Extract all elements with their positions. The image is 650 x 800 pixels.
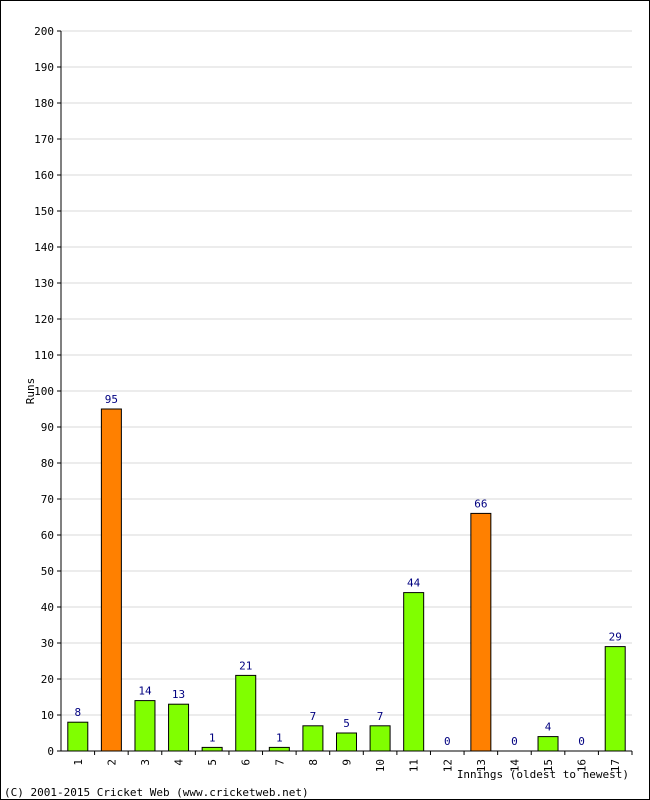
bar-value-label: 13 xyxy=(172,688,185,701)
bar xyxy=(134,700,156,752)
bar-value-label: 0 xyxy=(578,735,585,748)
grid-lines xyxy=(61,30,632,716)
bar-value-label: 1 xyxy=(209,731,216,744)
x-tick-label: 7 xyxy=(273,759,286,766)
y-tick-label: 170 xyxy=(34,133,54,146)
x-tick-label: 2 xyxy=(105,759,118,766)
bar xyxy=(235,674,257,752)
y-tick-label: 100 xyxy=(34,385,54,398)
x-tick-label: 14 xyxy=(508,759,521,773)
bar-value-label: 7 xyxy=(377,710,384,723)
x-tick-labels: 1 2 3 4 5 6 7 8 9 10 11 12 13 14 15 16 17 xyxy=(72,759,622,773)
x-tick-label: 12 xyxy=(441,759,454,772)
data-labels: 8 95 14 13 1 21 1 7 5 7 44 0 66 0 4 0 29 xyxy=(74,393,621,748)
y-tick-label: 90 xyxy=(41,421,54,434)
bar xyxy=(336,732,357,752)
x-tick-label: 11 xyxy=(408,759,421,772)
y-tick-label: 40 xyxy=(41,601,54,614)
bar-value-label: 5 xyxy=(343,717,350,730)
bar xyxy=(168,703,190,752)
bars xyxy=(67,408,626,752)
bar xyxy=(302,725,324,752)
bar-value-label: 8 xyxy=(74,706,81,719)
x-tick-label: 5 xyxy=(206,759,219,766)
x-tick-label: 8 xyxy=(307,759,320,766)
y-tick-label: 190 xyxy=(34,61,54,74)
copyright-footer: (C) 2001-2015 Cricket Web (www.cricketwe… xyxy=(4,786,309,799)
bar-value-label: 1 xyxy=(276,731,283,744)
y-axis-title: Runs xyxy=(24,378,37,405)
y-tick-label: 110 xyxy=(34,349,54,362)
y-tick-label: 60 xyxy=(41,529,54,542)
x-tick-label: 10 xyxy=(374,759,387,772)
bar xyxy=(268,746,290,752)
bar-value-label: 66 xyxy=(474,497,487,510)
x-tick-label: 13 xyxy=(475,759,488,772)
bar-value-label: 0 xyxy=(511,735,518,748)
x-tick-label: 1 xyxy=(72,759,85,766)
y-tick-label: 10 xyxy=(41,709,54,722)
bar xyxy=(100,408,122,752)
bar-value-label: 14 xyxy=(138,685,152,698)
x-tick-label: 9 xyxy=(341,759,354,766)
bar-value-label: 4 xyxy=(545,721,552,734)
bar xyxy=(67,721,89,752)
y-tick-label: 200 xyxy=(34,25,54,38)
y-tick-label: 130 xyxy=(34,277,54,290)
bar-value-label: 29 xyxy=(609,631,622,644)
bar-value-label: 95 xyxy=(105,393,118,406)
y-tick-label: 120 xyxy=(34,313,54,326)
y-tick-label: 150 xyxy=(34,205,54,218)
x-tick-label: 17 xyxy=(609,759,622,772)
x-tick-label: 6 xyxy=(240,759,253,766)
x-axis-title: Innings (oldest to newest) xyxy=(457,768,629,781)
axes xyxy=(57,30,633,755)
y-tick-labels: 0 10 20 30 40 50 60 70 80 90 100 110 120 130 140 150 160… xyxy=(34,25,54,758)
bar xyxy=(537,736,559,752)
x-tick-label: 3 xyxy=(139,759,152,766)
bar xyxy=(470,512,492,752)
bar-value-label: 44 xyxy=(407,577,421,590)
y-tick-label: 20 xyxy=(41,673,54,686)
y-tick-label: 80 xyxy=(41,457,54,470)
y-tick-label: 50 xyxy=(41,565,54,578)
y-tick-label: 70 xyxy=(41,493,54,506)
bar-value-label: 7 xyxy=(310,710,317,723)
y-tick-label: 0 xyxy=(47,745,54,758)
bar xyxy=(403,592,425,752)
y-tick-label: 140 xyxy=(34,241,54,254)
y-tick-label: 30 xyxy=(41,637,54,650)
bar xyxy=(604,646,626,752)
y-tick-label: 160 xyxy=(34,169,54,182)
x-tick-label: 16 xyxy=(576,759,589,772)
bar xyxy=(201,746,223,752)
bar-value-label: 0 xyxy=(444,735,451,748)
x-tick-label: 15 xyxy=(542,759,555,772)
x-tick-label: 4 xyxy=(173,759,186,766)
bar-value-label: 21 xyxy=(239,659,252,672)
bar xyxy=(369,725,391,752)
y-tick-label: 180 xyxy=(34,97,54,110)
